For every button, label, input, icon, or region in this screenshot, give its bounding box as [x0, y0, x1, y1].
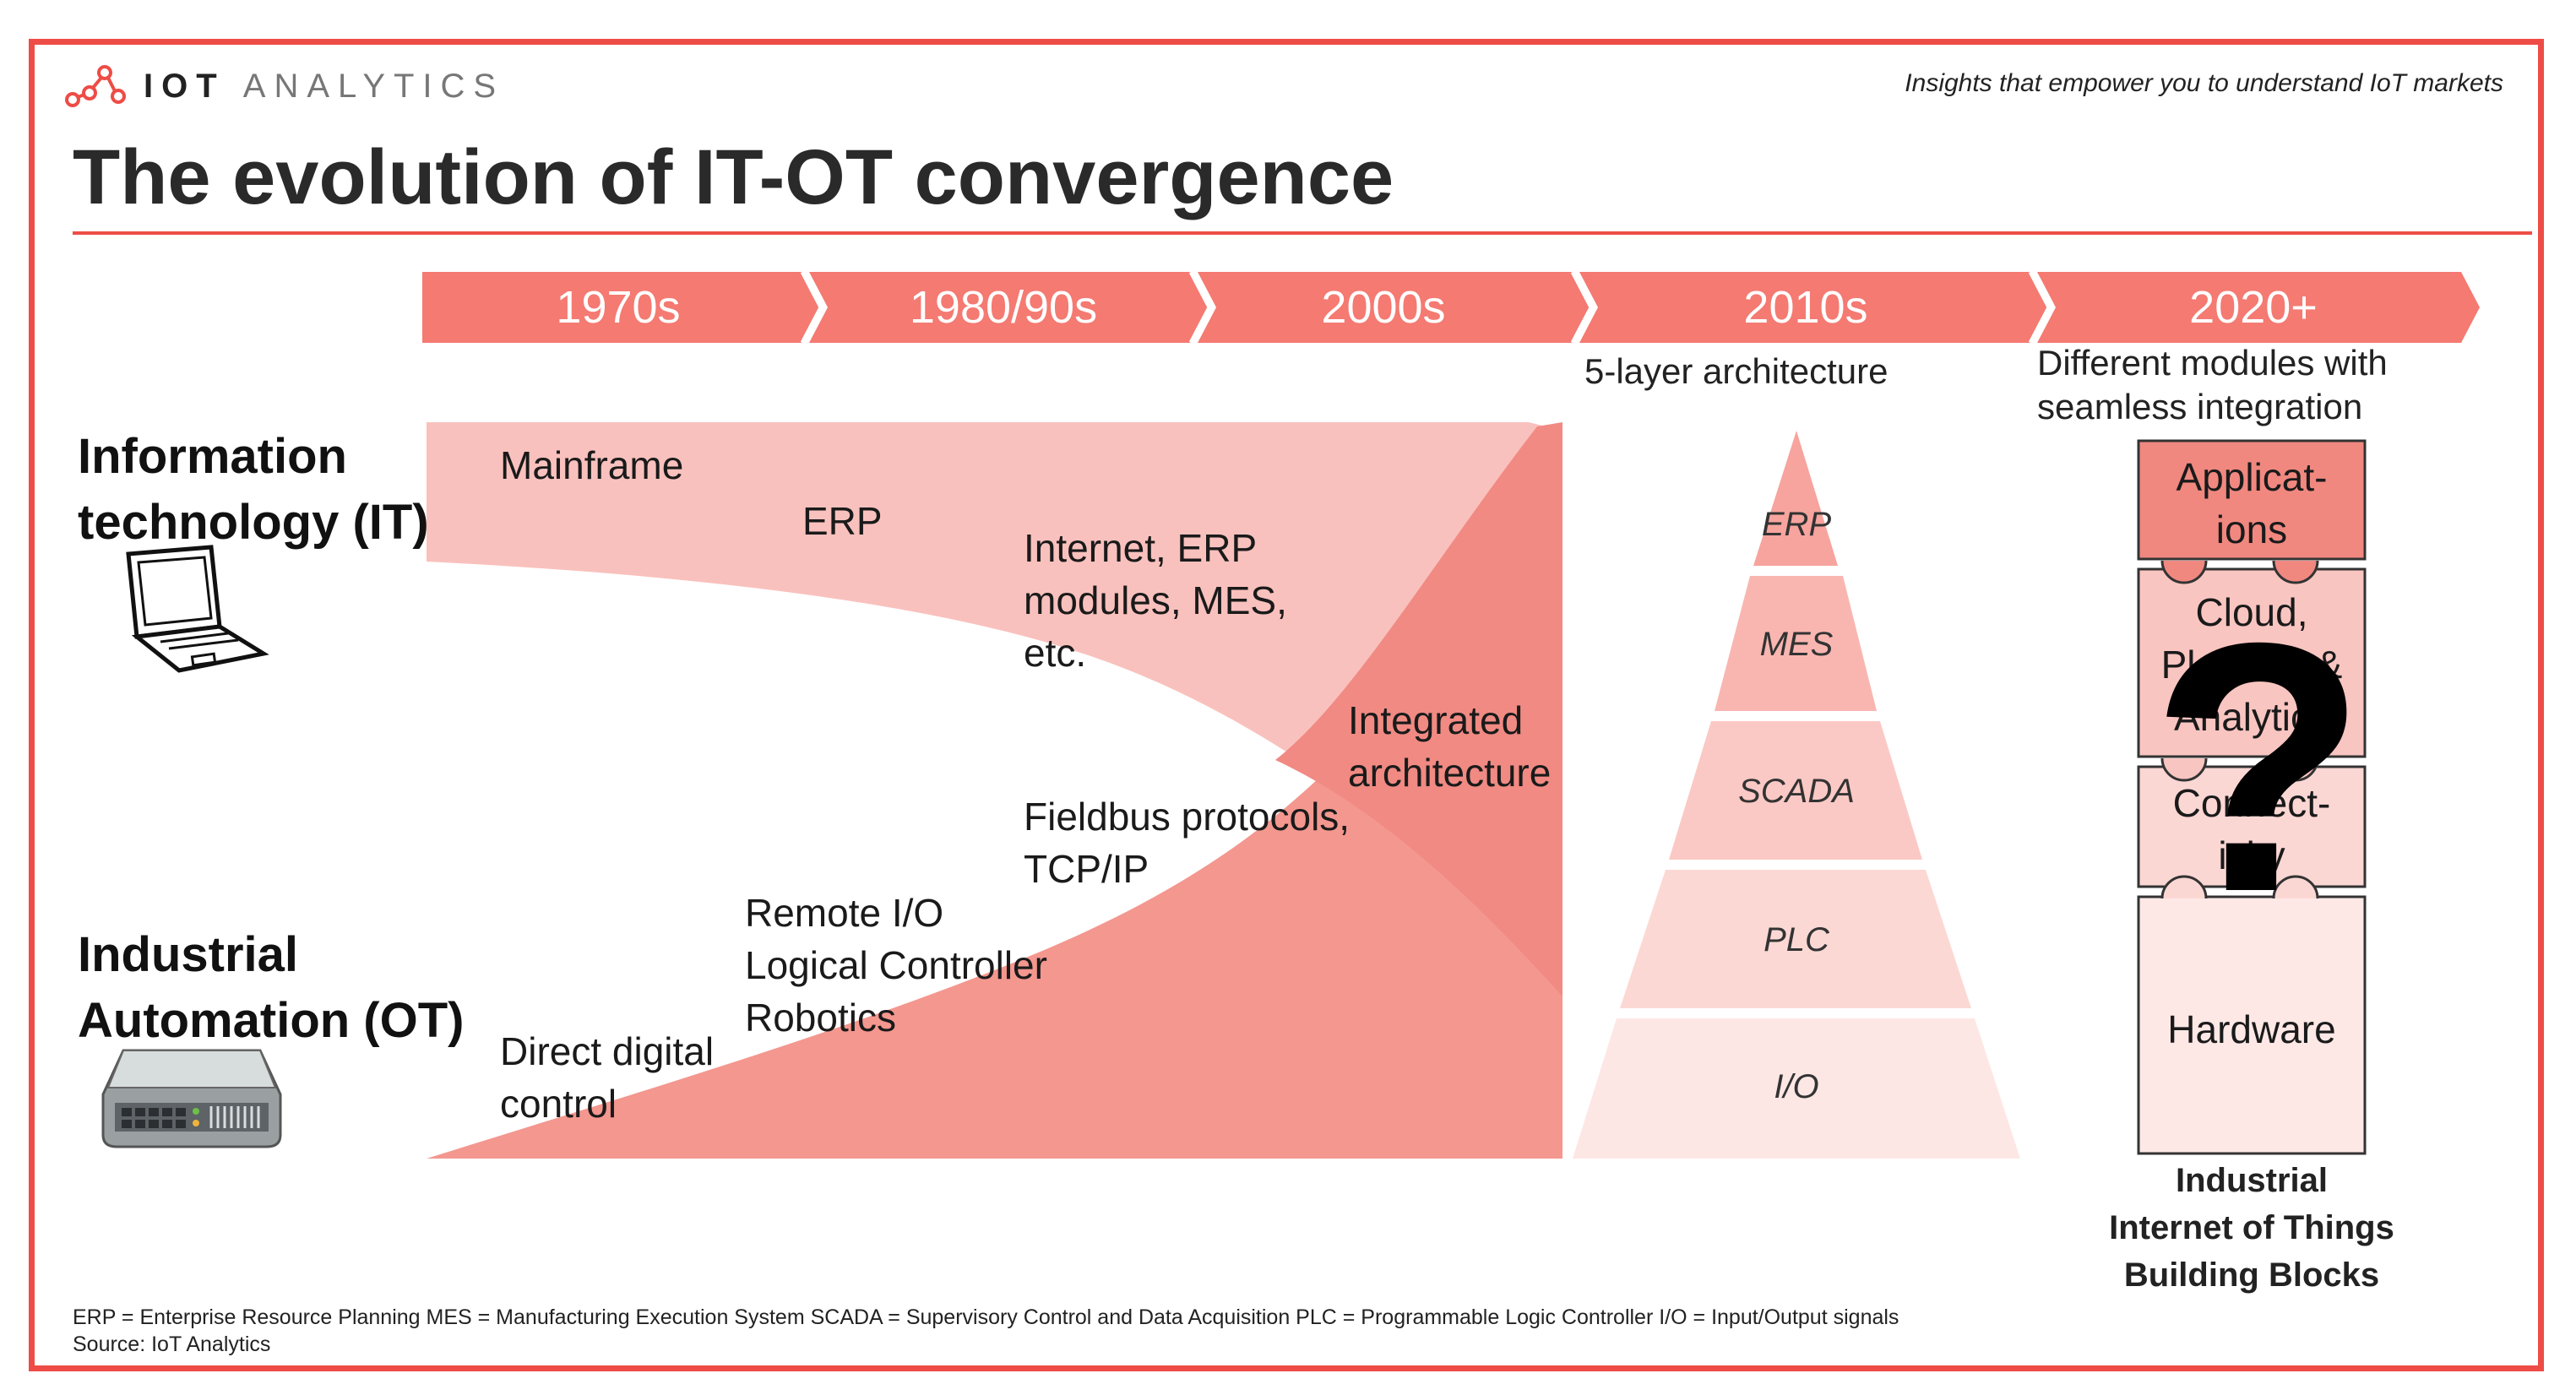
iiot-building-blocks	[2137, 439, 2367, 1155]
it-item-internet: Internet, ERP modules, MES, etc.	[1024, 522, 1287, 679]
it-item-erp: ERP	[802, 499, 883, 543]
puzzle-tab	[2272, 757, 2319, 782]
iiot-caption-line2: Internet of Things	[2109, 1209, 2394, 1246]
integrated-line1: Integrated	[1348, 698, 1524, 742]
puzzle-tab	[2272, 560, 2319, 584]
module-cloud-label: Cloud, Platform & Analytics	[2139, 586, 2365, 743]
it-item-internet-line3: etc.	[1024, 631, 1087, 675]
pyramid-label-mes: MES	[1760, 626, 1834, 663]
module-connectivity-line1: Connect-	[2172, 781, 2331, 825]
it-item-internet-line2: modules, MES,	[1024, 578, 1287, 622]
row-label-it-line1: Information	[78, 429, 347, 484]
era-2010s-caption: 5-layer architecture	[1584, 351, 1889, 391]
ot-item-remote-line3: Robotics	[745, 996, 896, 1039]
row-label-ot: Industrial Automation (OT)	[78, 922, 464, 1054]
iot-analytics-logo-icon	[65, 65, 126, 107]
module-connectivity-label: Connect- ivity	[2139, 777, 2365, 882]
module-cloud-line3: Analytics	[2173, 695, 2330, 739]
ot-item-remote-io: Remote I/O Logical Controller Robotics	[745, 887, 1047, 1044]
module-cloud-platform	[2137, 567, 2367, 758]
ot-item-direct-digital-control: Direct digital control	[500, 1025, 714, 1130]
pyramid-label-scada: SCADA	[1738, 773, 1855, 810]
module-applications-line1: Applicat-	[2176, 455, 2328, 499]
era-label-1980s: 1980/90s	[910, 282, 1097, 333]
integrated-line2: architecture	[1348, 751, 1552, 795]
it-item-mainframe: Mainframe	[500, 443, 684, 487]
five-layer-pyramid	[1573, 431, 2020, 1159]
it-band	[427, 422, 1562, 996]
pyramid-layer-scada	[1669, 721, 1922, 860]
ot-item-ddc-line2: control	[500, 1082, 617, 1126]
question-mark-icon: ?	[2150, 570, 2367, 966]
logo-wordmark: IOT ANALYTICS	[144, 68, 504, 106]
laptop-icon	[126, 545, 269, 673]
pyramid-layer-mes	[1715, 576, 1877, 711]
pyramid-label-plc: PLC	[1764, 921, 1830, 958]
era-chevron-2000s	[1198, 272, 1591, 343]
puzzle-tab	[2160, 560, 2208, 584]
iiot-caption-line3: Building Blocks	[2123, 1257, 2380, 1294]
pyramid-layer-io	[1573, 1018, 2020, 1159]
industrial-controller-icon	[101, 1049, 282, 1148]
module-connectivity-line2: ivity	[2218, 833, 2285, 877]
era-2020s-caption-line1: Different modules with	[2037, 343, 2388, 383]
logo-bold-text: IOT	[144, 68, 226, 105]
ot-item-remote-line2: Logical Controller	[745, 943, 1047, 987]
logo-light-text: ANALYTICS	[242, 68, 505, 105]
module-hardware	[2137, 895, 2367, 1155]
era-label-2020s: 2020+	[2189, 282, 2318, 333]
module-cloud-line2: Platform &	[2160, 643, 2343, 687]
row-label-ot-line2: Automation (OT)	[78, 993, 465, 1048]
module-hardware-label: Hardware	[2167, 1007, 2336, 1051]
pyramid-layer-plc	[1620, 870, 1971, 1008]
era-label-1970s: 1970s	[556, 282, 680, 333]
title-divider	[73, 231, 2532, 235]
era-chevron-1980s	[809, 272, 1209, 343]
it-item-internet-line1: Internet, ERP	[1024, 526, 1258, 570]
module-cloud-line1: Cloud,	[2195, 590, 2308, 634]
row-label-ot-line1: Industrial	[78, 927, 299, 982]
page-title: The evolution of IT-OT convergence	[73, 134, 1394, 220]
puzzle-tab	[2160, 757, 2208, 782]
ot-item-fieldbus: Fieldbus protocols, TCP/IP	[1024, 790, 1350, 895]
era-chevron-2020s	[2037, 272, 2480, 343]
module-connectivity	[2137, 765, 2367, 888]
integration-overlap	[1275, 422, 1562, 996]
puzzle-tab	[2272, 875, 2319, 899]
iiot-building-blocks-caption: Industrial Internet of Things Building B…	[2074, 1157, 2429, 1299]
row-label-it: Information technology (IT)	[78, 424, 429, 556]
ot-band	[427, 429, 1562, 1159]
row-label-it-line2: technology (IT)	[78, 495, 429, 550]
pyramid-label-erp: ERP	[1762, 506, 1832, 543]
era-chevron-1970s	[422, 272, 821, 343]
module-applications-line2: ions	[2215, 508, 2288, 551]
puzzle-tab	[2160, 875, 2208, 899]
pyramid-label-io: I/O	[1774, 1068, 1818, 1105]
timeline-arrow: 1970s 1980/90s 2000s 2010s 2020+	[422, 270, 2480, 345]
ot-item-ddc-line1: Direct digital	[500, 1029, 715, 1073]
module-applications-label: Applicat- ions	[2139, 451, 2365, 556]
era-2020s-caption-line2: seamless integration	[2037, 387, 2363, 426]
ot-item-fieldbus-line1: Fieldbus protocols,	[1024, 795, 1350, 839]
era-label-2000s: 2000s	[1321, 282, 1445, 333]
era-2020s-caption: Different modules with seamless integrat…	[2037, 341, 2388, 429]
era-label-2010s: 2010s	[1743, 282, 1867, 333]
integrated-architecture-label: Integrated architecture	[1348, 694, 1551, 799]
iiot-caption-line1: Industrial	[2175, 1162, 2329, 1199]
module-applications	[2137, 439, 2367, 561]
era-chevron-2010s	[1579, 272, 2049, 343]
pyramid-layer-erp	[1753, 431, 1838, 566]
outer-frame	[29, 39, 2544, 1371]
ot-item-remote-line1: Remote I/O	[745, 891, 944, 935]
abbreviations-footnote: ERP = Enterprise Resource Planning MES =…	[73, 1305, 1899, 1329]
tagline: Insights that empower you to understand …	[1905, 69, 2503, 97]
source-footnote: Source: IoT Analytics	[73, 1333, 271, 1356]
ot-item-fieldbus-line2: TCP/IP	[1024, 847, 1149, 891]
